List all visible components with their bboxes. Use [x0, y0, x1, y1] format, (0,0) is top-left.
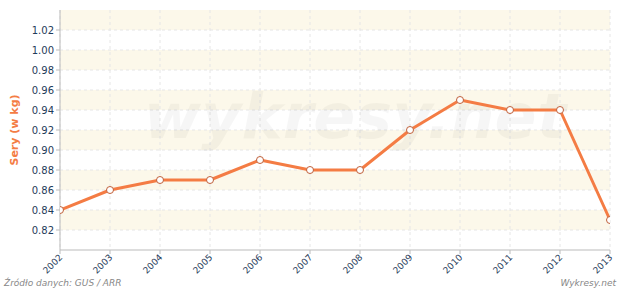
y-tick [56, 210, 60, 211]
y-tick-label: 0.92 [32, 125, 54, 136]
x-tick-label: 2011 [491, 252, 514, 275]
y-tick-label: 0.90 [32, 145, 54, 156]
data-point [357, 167, 364, 174]
data-point [207, 177, 214, 184]
x-tick-label: 2008 [341, 252, 364, 275]
y-tick [56, 30, 60, 31]
y-tick-label: 0.98 [32, 65, 54, 76]
y-tick-label: 0.86 [32, 185, 54, 196]
data-point [157, 177, 164, 184]
y-tick-label: 0.82 [32, 225, 54, 236]
x-grid-line [110, 10, 111, 250]
x-tick [110, 250, 111, 254]
grid-band [60, 170, 610, 190]
grid-band [60, 10, 610, 30]
y-tick [56, 110, 60, 111]
x-tick-label: 2007 [291, 252, 314, 275]
x-grid-line [610, 10, 611, 250]
grid-band [60, 50, 610, 70]
data-point [507, 107, 514, 114]
data-point [60, 207, 64, 214]
x-tick [610, 250, 611, 254]
y-grid-line [60, 210, 610, 211]
y-tick-label: 0.96 [32, 85, 54, 96]
chart-svg: wykresy.net 0.82 0.84 0.86 0.88 0.90 0.92 0.94 0… [0, 0, 620, 292]
y-tick [56, 50, 60, 51]
plot-background [60, 10, 610, 250]
data-point [257, 157, 264, 164]
x-tick-label: 2010 [441, 252, 464, 275]
data-point [557, 107, 564, 114]
x-tick [510, 250, 511, 254]
x-tick [460, 250, 461, 254]
y-tick [56, 150, 60, 151]
source-note: Źródło danych: GUS / ARR [3, 277, 122, 288]
x-tick [260, 250, 261, 254]
x-tick-label: 2012 [541, 252, 564, 275]
data-point [107, 187, 114, 194]
x-tick-label: 2009 [391, 252, 414, 275]
y-grid-line [60, 70, 610, 71]
x-tick-label: 2013 [591, 252, 614, 275]
data-point [457, 97, 464, 104]
y-tick [56, 130, 60, 131]
data-line [60, 100, 610, 220]
credit: Wykresy.net [560, 278, 616, 288]
y-grid-line [60, 190, 610, 191]
data-point [307, 167, 314, 174]
x-axis-line [60, 250, 610, 251]
x-tick-label: 2004 [141, 252, 164, 275]
x-tick-label: 2003 [91, 252, 114, 275]
x-tick-label: 2002 [41, 252, 64, 275]
x-tick-label: 2005 [191, 252, 214, 275]
chart-container: wykresy.net 0.82 0.84 0.86 0.88 0.90 0.92 0.94 0… [0, 0, 620, 292]
y-tick-label: 0.88 [32, 165, 54, 176]
x-tick [60, 250, 61, 254]
y-tick [56, 170, 60, 171]
y-axis-title: Sery (w kg) [8, 94, 21, 165]
y-grid-line [60, 50, 610, 51]
y-tick-label: 0.84 [32, 205, 54, 216]
y-grid-line [60, 230, 610, 231]
x-tick [560, 250, 561, 254]
y-tick-label: 1.02 [32, 25, 54, 36]
x-tick [160, 250, 161, 254]
y-tick [56, 230, 60, 231]
x-tick [310, 250, 311, 254]
data-point [607, 217, 611, 224]
grid-band [60, 210, 610, 230]
x-tick-label: 2006 [241, 252, 264, 275]
x-tick [360, 250, 361, 254]
y-tick [56, 190, 60, 191]
data-group [60, 97, 610, 224]
y-tick-label: 0.94 [32, 105, 54, 116]
y-tick [56, 70, 60, 71]
x-tick [410, 250, 411, 254]
y-tick-label: 1.00 [32, 45, 54, 56]
y-grid-line [60, 30, 610, 31]
watermark: wykresy.net [144, 80, 569, 153]
data-point [407, 127, 414, 134]
x-tick [210, 250, 211, 254]
y-tick [56, 90, 60, 91]
